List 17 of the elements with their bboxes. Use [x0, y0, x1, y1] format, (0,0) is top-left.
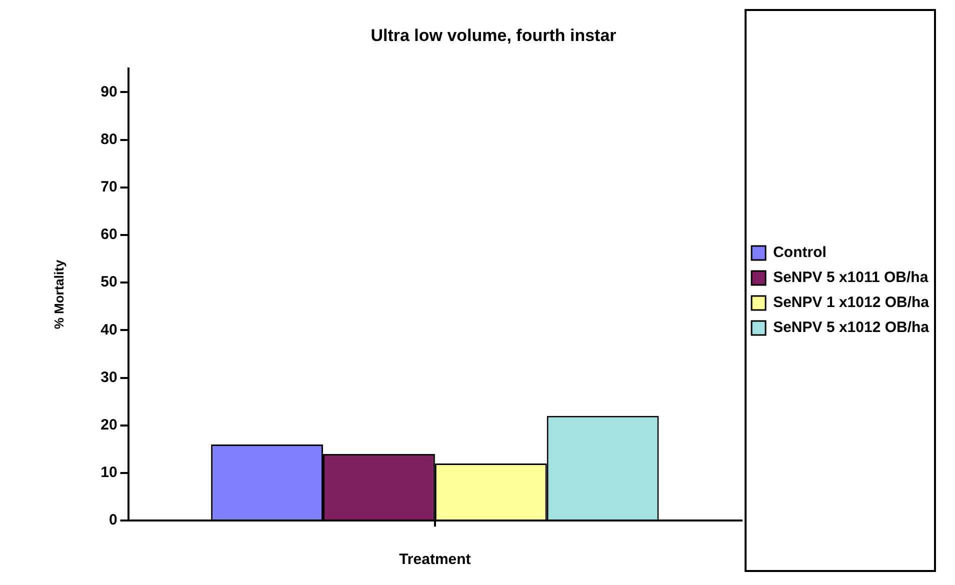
y-tick-label: 70	[100, 178, 118, 196]
y-tick-label: 30	[100, 368, 118, 386]
x-axis-title: Treatment	[399, 551, 471, 568]
y-tick-label: 50	[100, 274, 118, 291]
legend-label: SeNPV 1 x1012 OB/ha	[773, 294, 930, 312]
legend-label: SeNPV 5 x1011 OB/ha	[773, 269, 929, 286]
y-tick-label: 10	[100, 464, 118, 482]
y-tick-label: 20	[100, 416, 118, 434]
y-tick-label: 0	[108, 512, 118, 529]
legend-label: Control	[773, 244, 826, 262]
y-tick-label: 60	[100, 226, 118, 244]
chart-title: Ultra low volume, fourth instar	[370, 26, 617, 45]
y-tick-label: 80	[100, 130, 118, 148]
y-axis-title: % Mortality	[51, 259, 66, 330]
y-tick-label: 40	[100, 321, 118, 338]
y-tick-label: 90	[100, 83, 118, 100]
legend-label: SeNPV 5 x1012 OB/ha	[773, 319, 930, 336]
